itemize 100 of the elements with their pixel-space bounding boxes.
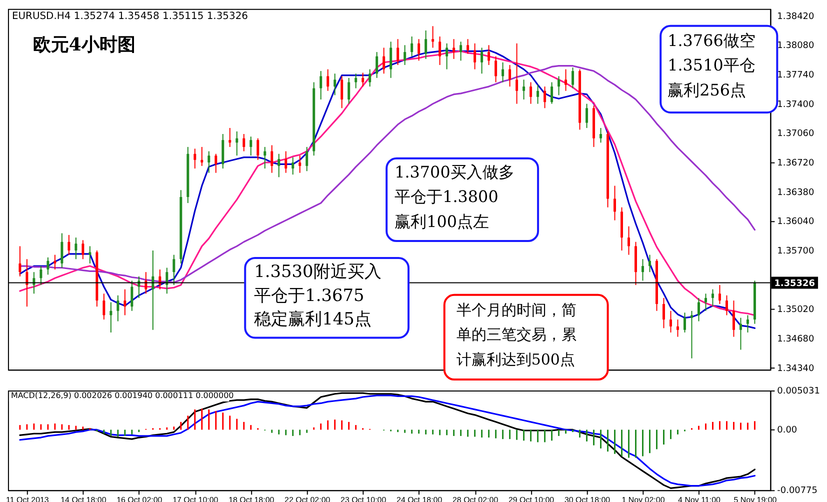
candlestick (368, 68, 372, 88)
candlestick (466, 38, 470, 54)
candlestick (376, 52, 378, 78)
candlestick (194, 148, 196, 170)
candlestick (334, 73, 336, 96)
y-tick-label: -0.00775 (777, 486, 818, 496)
candlestick (711, 288, 714, 308)
candlestick (68, 234, 70, 256)
candlestick (432, 26, 434, 48)
y-tick-label: 1.38080 (777, 41, 815, 52)
candlestick (382, 47, 386, 74)
candlestick (278, 153, 280, 178)
candlestick (54, 254, 56, 270)
annotation: 1.3530附近买入平仓于1.3675稳定赢利145点 (254, 260, 382, 329)
y-tick-label: 1.35020 (777, 305, 815, 316)
candlestick (292, 156, 294, 176)
candlestick (648, 254, 652, 273)
candlestick (586, 103, 588, 128)
y-tick-label: 1.37060 (777, 129, 815, 140)
candlestick (572, 67, 574, 89)
candlestick (676, 319, 679, 338)
candlestick (474, 42, 476, 70)
candlestick (326, 68, 330, 92)
candlestick (446, 42, 448, 70)
candlestick (88, 246, 92, 264)
candlestick (152, 250, 154, 330)
candlestick (424, 30, 428, 60)
y-tick-label: 1.36720 (777, 158, 815, 168)
candlestick (494, 56, 498, 83)
candlestick (340, 76, 344, 109)
candlestick (236, 130, 238, 156)
annotation: 1.3766做空1.3510平仓赢利256点 (668, 30, 756, 100)
candlestick (172, 254, 176, 286)
candlestick (250, 136, 252, 156)
candlestick (18, 246, 22, 277)
candlestick (410, 36, 414, 57)
candlestick (320, 70, 322, 100)
candlestick (306, 146, 308, 172)
candlestick (614, 185, 616, 221)
candlestick (256, 138, 260, 160)
candlestick (508, 64, 512, 88)
candlestick (502, 62, 504, 83)
candlestick (684, 312, 686, 333)
candlestick (704, 293, 707, 312)
y-tick-label: 0.005031 (777, 386, 820, 396)
annotation: 半个月的时间，简单的三笔交易，累计赢利达到500点 (456, 300, 576, 369)
candlestick (516, 42, 518, 104)
candlestick (110, 302, 112, 333)
candlestick (200, 146, 204, 166)
candlestick (536, 84, 540, 104)
annotation: 1.3700买入做多平仓于1.3800赢利100点左 (394, 162, 514, 232)
candlestick (214, 153, 218, 174)
candlestick (60, 232, 64, 268)
candlestick (354, 73, 358, 89)
candlestick (698, 297, 700, 322)
annotation: EURUSD.H4 1.35274 1.35458 1.35115 1.35326 (12, 10, 248, 22)
candlestick (558, 76, 560, 96)
ref-line-label: 1.35326 (774, 278, 815, 289)
candlestick (746, 314, 749, 333)
candlestick (396, 38, 400, 66)
candlestick (270, 144, 274, 174)
candlestick (390, 41, 392, 78)
candlestick (452, 38, 456, 60)
candlestick (26, 258, 28, 308)
text: 欧元4小时图 (32, 34, 136, 56)
candlestick (628, 226, 630, 256)
candlestick (480, 47, 484, 74)
candlestick (130, 280, 134, 312)
candlestick (739, 317, 742, 350)
candlestick (40, 266, 42, 286)
candlestick (74, 237, 78, 260)
candlestick (438, 36, 442, 66)
candlestick (46, 256, 50, 276)
y-tick-label: 1.37400 (777, 100, 815, 110)
candlestick (670, 310, 672, 333)
candlestick (144, 272, 148, 294)
candlestick (102, 293, 106, 320)
y-tick-label: 1.34680 (777, 334, 815, 345)
candlestick (166, 267, 168, 294)
candlestick (208, 150, 210, 174)
y-tick-label: 1.34340 (777, 364, 815, 374)
candlestick (732, 300, 735, 338)
candlestick (298, 155, 302, 174)
y-tick-label: 1.36040 (777, 217, 815, 228)
candlestick (116, 294, 120, 322)
candlestick (460, 41, 462, 62)
candlestick (284, 150, 288, 174)
y-tick-label: 0.00 (777, 426, 798, 436)
candlestick (600, 127, 602, 144)
y-tick-label: 1.37740 (777, 70, 815, 80)
candlestick (642, 258, 644, 282)
candlestick (690, 310, 693, 359)
candlestick (418, 38, 420, 62)
y-tick-label: 1.38420 (777, 12, 815, 22)
candlestick (530, 82, 532, 104)
y-tick-label: 1.35700 (777, 246, 815, 256)
candlestick (242, 134, 246, 152)
candlestick (544, 86, 546, 109)
candlestick (725, 294, 728, 316)
candlestick (564, 68, 568, 92)
